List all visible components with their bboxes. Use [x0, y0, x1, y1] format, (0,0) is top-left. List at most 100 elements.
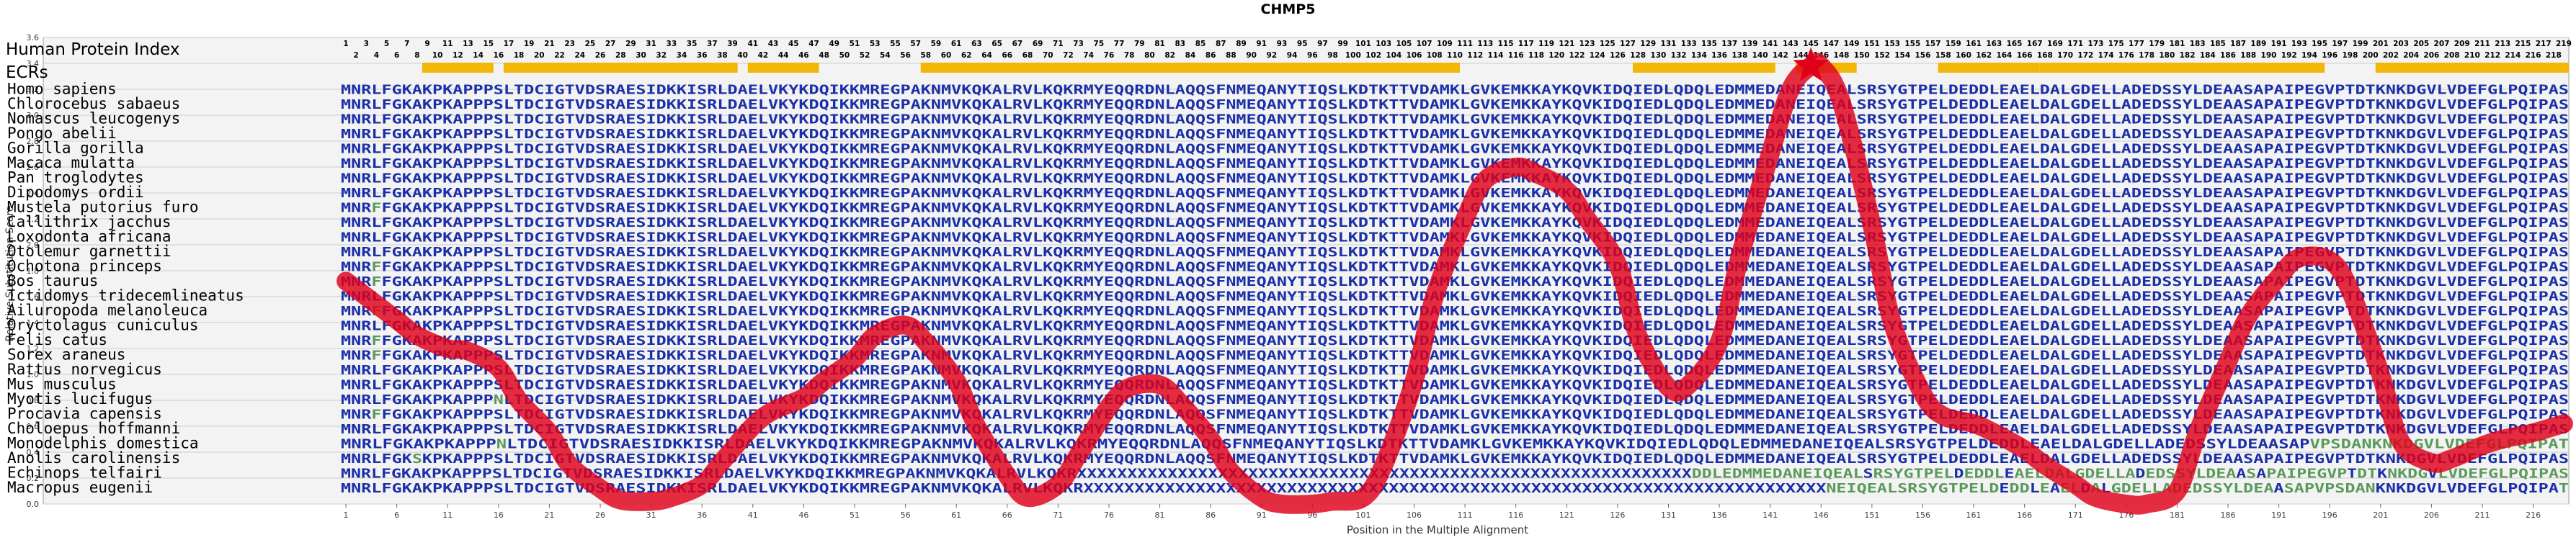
- residue: K: [839, 216, 850, 230]
- residue: A: [453, 379, 463, 393]
- residue: D: [808, 216, 819, 230]
- residue: K: [1531, 216, 1542, 230]
- residue: Q: [1124, 216, 1134, 230]
- residue: K: [1063, 84, 1074, 98]
- residue: A: [453, 172, 463, 186]
- residue: E: [1999, 261, 2009, 275]
- residue: M: [1084, 275, 1094, 289]
- residue: Y: [1887, 216, 1898, 230]
- residue: A: [2253, 334, 2264, 348]
- residue: Y: [1887, 364, 1898, 378]
- human-index-number: 158: [1935, 51, 1951, 60]
- human-index-number: 101: [1355, 40, 1371, 48]
- residue: S: [2559, 202, 2569, 216]
- residue: P: [463, 246, 473, 260]
- residue: L: [2111, 231, 2121, 246]
- residue: E: [1643, 275, 1653, 289]
- residue: K: [981, 98, 992, 112]
- residue: R: [870, 305, 881, 319]
- residue: T: [1389, 127, 1399, 142]
- residue: A: [412, 186, 423, 201]
- residue: E: [625, 127, 636, 142]
- residue: G: [1897, 246, 1907, 260]
- residue: E: [2020, 261, 2030, 275]
- residue: L: [1460, 379, 1470, 393]
- residue: R: [361, 320, 372, 334]
- residue: D: [2406, 275, 2416, 289]
- residue: Y: [2182, 379, 2193, 393]
- residue: M: [341, 84, 351, 98]
- residue: D: [2131, 246, 2142, 260]
- residue: K: [422, 231, 433, 246]
- residue: E: [2020, 275, 2030, 289]
- residue: D: [1969, 216, 1979, 230]
- human-index-number: 110: [1447, 51, 1463, 60]
- residue: L: [1002, 246, 1012, 260]
- residue: T: [2345, 202, 2355, 216]
- residue: L: [2101, 320, 2111, 334]
- residue: L: [2101, 216, 2111, 230]
- residue: D: [1653, 113, 1663, 127]
- residue: S: [2243, 379, 2253, 393]
- residue: T: [1368, 216, 1378, 230]
- residue: E: [1826, 186, 1836, 201]
- residue: G: [890, 290, 900, 305]
- residue: A: [2274, 216, 2285, 230]
- residue: A: [911, 216, 922, 230]
- residue: A: [2009, 127, 2020, 142]
- residue: S: [2172, 305, 2182, 319]
- residue: T: [1907, 113, 1917, 127]
- residue: A: [1541, 186, 1552, 201]
- residue: G: [2070, 127, 2080, 142]
- residue: G: [2416, 113, 2426, 127]
- residue: M: [341, 98, 351, 112]
- residue: Y: [1287, 127, 1298, 142]
- residue: P: [901, 290, 911, 305]
- residue: K: [677, 84, 687, 98]
- residue: S: [494, 320, 504, 334]
- residue: V: [2447, 320, 2458, 334]
- residue: S: [2162, 334, 2172, 348]
- residue: T: [1368, 349, 1378, 364]
- residue: A: [2009, 98, 2020, 112]
- residue: A: [2050, 216, 2061, 230]
- residue: T: [1297, 98, 1307, 112]
- residue: L: [1989, 261, 1999, 275]
- residue: E: [1714, 127, 1724, 142]
- residue: L: [758, 290, 768, 305]
- residue: E: [1247, 98, 1257, 112]
- residue: S: [1877, 186, 1887, 201]
- residue: Q: [1317, 172, 1327, 186]
- residue: E: [2467, 364, 2477, 378]
- residue: L: [1704, 216, 1714, 230]
- residue: K: [961, 275, 972, 289]
- residue: E: [748, 349, 758, 364]
- x-tick-label: 186: [2221, 510, 2236, 520]
- human-index-number: 202: [2383, 51, 2399, 60]
- residue: K: [1378, 231, 1389, 246]
- residue: K: [1063, 334, 1074, 348]
- residue: E: [1999, 349, 2009, 364]
- residue: Q: [1623, 349, 1633, 364]
- residue: L: [1847, 320, 1857, 334]
- residue: D: [2203, 261, 2213, 275]
- residue: K: [1490, 84, 1501, 98]
- residue: G: [2070, 334, 2080, 348]
- residue: V: [2447, 349, 2458, 364]
- residue: E: [2304, 334, 2314, 348]
- residue: L: [1033, 305, 1043, 319]
- residue: F: [381, 349, 391, 364]
- residue: E: [1928, 202, 1938, 216]
- residue: L: [758, 246, 768, 260]
- residue: R: [605, 113, 616, 127]
- human-index-number: 140: [1752, 51, 1768, 60]
- residue: Q: [1195, 275, 1205, 289]
- residue: D: [1969, 98, 1979, 112]
- residue: N: [1277, 275, 1287, 289]
- residue: V: [2447, 261, 2458, 275]
- residue: Q: [1185, 290, 1195, 305]
- residue: A: [2274, 334, 2285, 348]
- residue: S: [595, 334, 605, 348]
- residue: T: [565, 186, 575, 201]
- residue: Q: [1185, 113, 1195, 127]
